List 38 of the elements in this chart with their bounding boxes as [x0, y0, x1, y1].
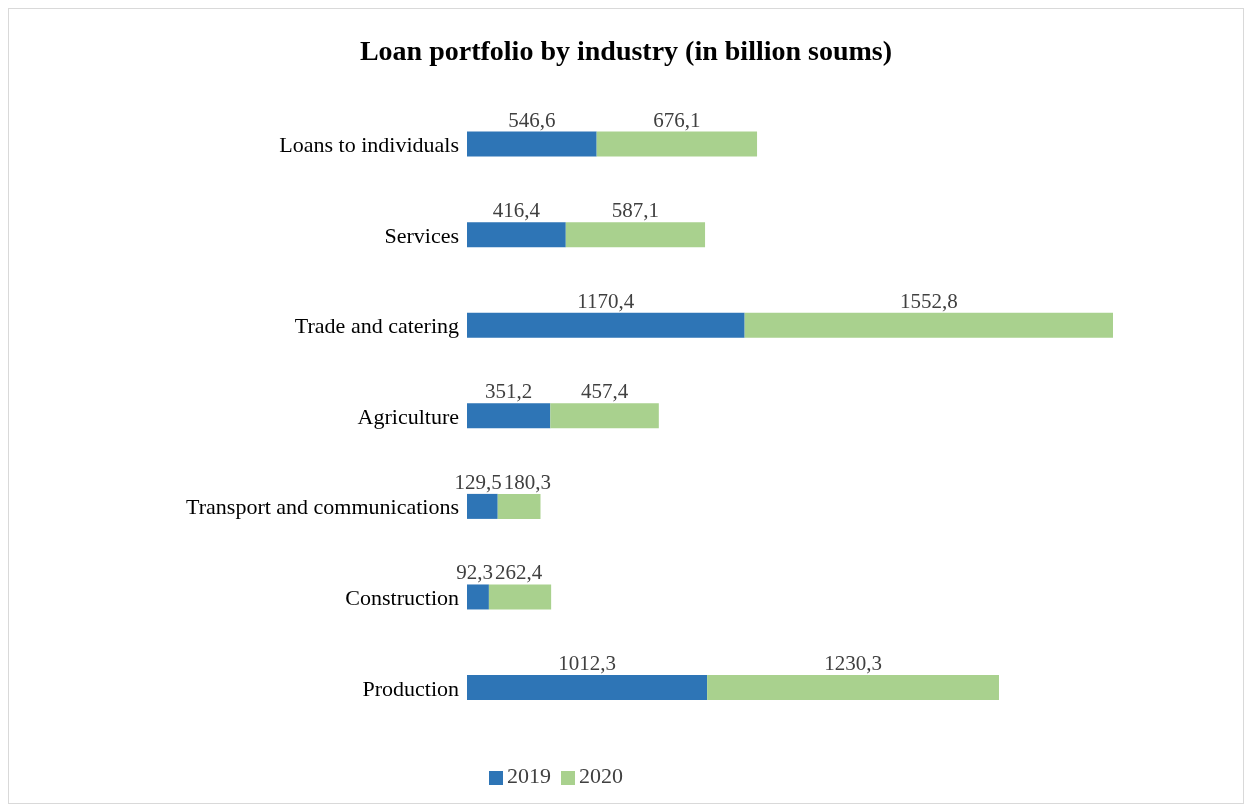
- data-label: 546,6: [508, 107, 556, 132]
- data-label: 1230,3: [824, 651, 882, 676]
- bar: [467, 131, 597, 157]
- bar: [467, 584, 489, 610]
- bar: [744, 312, 1113, 338]
- data-label: 1552,8: [899, 288, 958, 313]
- y-tick-label: Construction: [345, 584, 459, 610]
- data-label: 92,3: [456, 560, 493, 585]
- data-label: 416,4: [492, 198, 541, 223]
- data-label: 351,2: [485, 379, 533, 404]
- data-label: 129,5: [454, 469, 502, 494]
- y-tick-label: Agriculture: [357, 403, 459, 429]
- bar: [550, 403, 659, 429]
- bar: [565, 222, 706, 248]
- data-label: 676,1: [653, 107, 701, 132]
- y-tick-label: Production: [362, 675, 459, 701]
- bar: [488, 584, 552, 610]
- data-label: 587,1: [611, 198, 660, 223]
- y-tick-label: Services: [384, 222, 459, 248]
- y-tick-label: Trade and catering: [294, 313, 459, 339]
- y-tick-label: Loans to individuals: [279, 132, 459, 158]
- legend-label: 2019: [507, 763, 551, 788]
- bar: [596, 131, 758, 157]
- bar: [467, 675, 708, 701]
- data-label: 262,4: [494, 560, 543, 585]
- bar: [707, 675, 999, 701]
- data-label: 1170,4: [577, 288, 635, 313]
- bar: [467, 493, 498, 519]
- bar: [467, 222, 566, 248]
- data-label: 1012,3: [558, 651, 616, 676]
- data-label: 457,4: [580, 379, 629, 404]
- bar: [467, 403, 551, 429]
- y-tick-label: Transport and communications: [186, 494, 459, 520]
- chart-title: Loan portfolio by industry (in billion soums): [358, 34, 894, 68]
- data-label: 180,3: [503, 469, 551, 494]
- bar: [467, 312, 745, 338]
- bar: [497, 493, 541, 519]
- legend-label: 2020: [579, 763, 623, 788]
